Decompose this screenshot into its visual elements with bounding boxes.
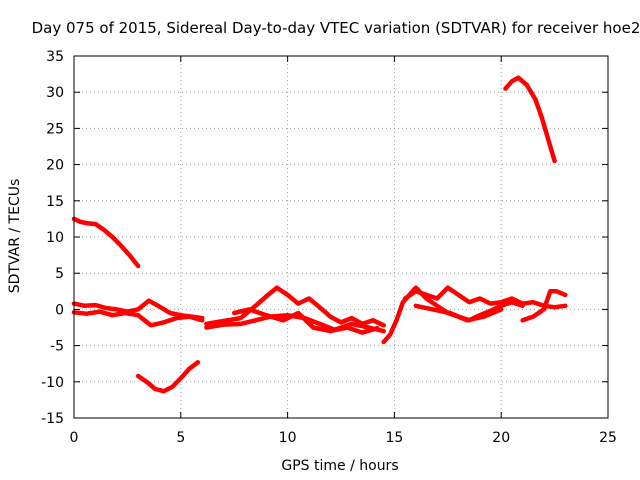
y-tick-label: 0 [55, 302, 64, 318]
y-axis-label: SDTVAR / TECUs [7, 179, 23, 294]
chart-title: Day 075 of 2015, Sidereal Day-to-day VTE… [32, 19, 640, 37]
series-arc-f [204, 285, 386, 328]
x-tick-label: 0 [70, 430, 79, 446]
y-tick-label: 15 [46, 194, 64, 210]
series-arc-a [71, 216, 141, 269]
y-tick-label: -10 [41, 375, 64, 391]
series-arc-g [204, 312, 386, 334]
y-tick-label: 5 [55, 266, 64, 282]
x-tick-label: 25 [599, 430, 617, 446]
series-arc-k [413, 303, 504, 323]
y-tick-label: -15 [41, 411, 64, 427]
x-tick-label: 10 [279, 430, 297, 446]
series-arc-d [71, 298, 205, 321]
series-arc-e [71, 309, 205, 328]
x-tick-label: 5 [176, 430, 185, 446]
axis-ticks: 0 5 10 15 20 25 -15 -10 -5 0 5 10 15 20 25 30 35 [41, 49, 617, 446]
series-arc-b [135, 360, 201, 394]
series-arc-c [503, 75, 557, 164]
y-tick-label: 10 [46, 230, 64, 246]
grid-lines [74, 56, 608, 418]
y-tick-label: 35 [46, 49, 64, 65]
x-tick-label: 15 [385, 430, 403, 446]
y-tick-label: 30 [46, 85, 64, 101]
x-axis-label: GPS time / hours [281, 458, 398, 474]
series-arc-j [402, 285, 568, 310]
y-tick-label: 25 [46, 121, 64, 137]
y-tick-label: 20 [46, 158, 64, 174]
series-arc-l [520, 289, 568, 323]
series-arc-h [231, 307, 380, 335]
x-tick-label: 20 [492, 430, 510, 446]
y-tick-label: -5 [50, 339, 64, 355]
data-series [71, 75, 568, 394]
